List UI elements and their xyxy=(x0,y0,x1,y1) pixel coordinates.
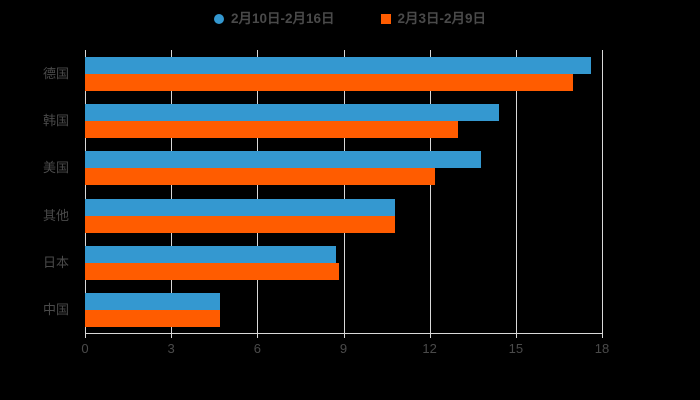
y-tick-label: 美国 xyxy=(42,160,69,176)
x-tick-label: 6 xyxy=(253,341,261,356)
x-tick-label: 9 xyxy=(339,341,348,356)
bar-group xyxy=(85,104,602,139)
bar[interactable] xyxy=(85,215,396,233)
legend-entry-0[interactable]: 2月10日-2月16日 xyxy=(213,11,335,27)
legend-marker-circle-icon xyxy=(213,14,224,24)
y-tick-label: 德国 xyxy=(42,66,69,82)
x-tick-label: 15 xyxy=(508,341,524,356)
x-tick-mark xyxy=(171,333,173,338)
y-tick-label: 韩国 xyxy=(42,113,69,129)
gridline xyxy=(85,50,86,333)
y-tick-label: 中国 xyxy=(42,301,69,317)
y-axis: 德国韩国美国其他日本中国 xyxy=(0,50,78,333)
bar-group xyxy=(85,245,602,280)
x-tick-mark xyxy=(85,333,86,338)
x-tick-mark xyxy=(257,333,259,338)
bar[interactable] xyxy=(85,198,396,216)
chart-legend: 2月10日-2月16日 2月3日-2月9日 xyxy=(0,0,700,38)
y-tick-label: 其他 xyxy=(42,207,69,223)
legend-entry-label: 2月3日-2月9日 xyxy=(397,11,487,27)
gridline xyxy=(602,50,603,333)
gridline xyxy=(515,50,517,333)
legend-marker-square-icon xyxy=(380,14,391,24)
x-tick-label: 0 xyxy=(81,341,89,356)
bar-group xyxy=(85,151,602,186)
x-tick-label: 12 xyxy=(422,341,437,356)
gridline xyxy=(343,50,345,333)
x-tick-mark xyxy=(515,333,517,338)
gridline xyxy=(429,50,431,333)
bar[interactable] xyxy=(85,121,459,139)
gridline xyxy=(257,50,259,333)
bar-group xyxy=(85,292,602,327)
bar[interactable] xyxy=(85,104,499,122)
bar[interactable] xyxy=(85,151,482,169)
legend-entry-1[interactable]: 2月3日-2月9日 xyxy=(380,11,487,27)
plot-area xyxy=(85,50,603,333)
bar-group xyxy=(85,198,602,233)
bar-group xyxy=(85,57,602,92)
x-axis: 0 3 6 9 12 15 18 xyxy=(81,333,609,363)
x-tick-label: 18 xyxy=(594,341,610,356)
bar[interactable] xyxy=(85,57,591,75)
bar[interactable] xyxy=(85,168,436,186)
gridline xyxy=(171,50,173,333)
x-tick-mark xyxy=(429,333,431,338)
bar[interactable] xyxy=(85,262,340,280)
bar[interactable] xyxy=(85,309,220,327)
x-tick-label: 3 xyxy=(167,341,175,356)
bar[interactable] xyxy=(85,245,337,263)
bar[interactable] xyxy=(85,74,574,92)
legend-entry-label: 2月10日-2月16日 xyxy=(230,11,335,27)
x-tick-mark xyxy=(602,333,603,338)
bar[interactable] xyxy=(85,292,220,310)
x-tick-mark xyxy=(343,333,345,338)
y-tick-label: 日本 xyxy=(42,254,69,270)
